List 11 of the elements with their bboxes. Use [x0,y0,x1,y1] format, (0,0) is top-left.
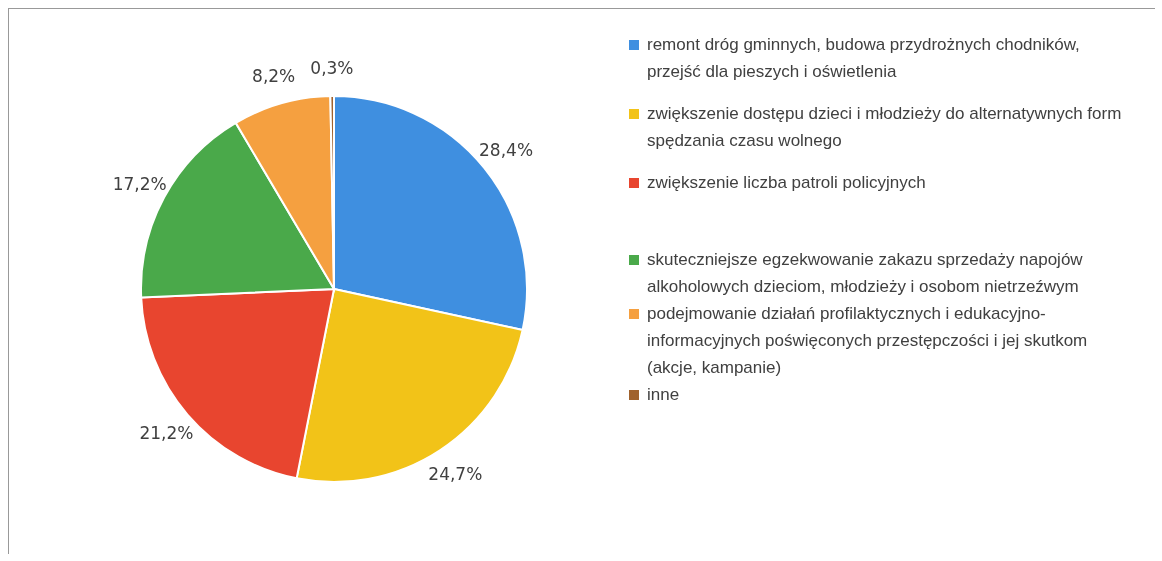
legend-label: inne [647,384,681,406]
legend-label: zwiększenie dostępu dzieci i młodzieży do alternatywnych form spędzania czasu wolnego [647,103,1123,152]
data-label: 28,4% [479,140,534,161]
legend-label: remont dróg gminnych, budowa przydrożnych chodników, przejść dla pieszych i oświetlenia [647,34,1081,83]
data-label: 24,7% [428,463,483,484]
data-label: 8,2% [252,66,296,87]
data-label: 0,3% [310,58,354,79]
legend-label: podejmowanie działań profilaktycznych i edukacyjno-informacyjnych poświęconych przestępczości i jej skutkom (akcje, kampanie) [647,303,1089,379]
data-label: 17,2% [112,173,167,194]
legend-label: zwiększenie liczba patroli policyjnych [647,172,927,194]
data-label: 21,2% [139,423,194,444]
